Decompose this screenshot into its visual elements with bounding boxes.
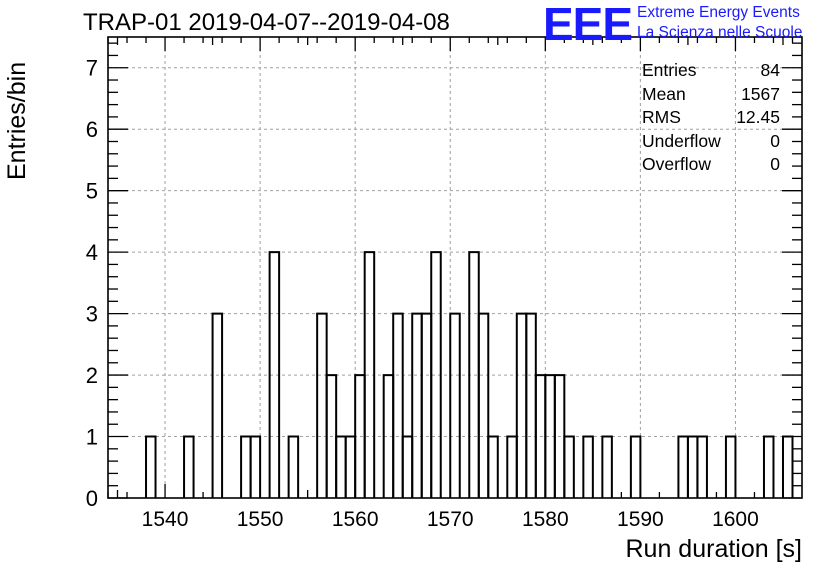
stats-label: RMS <box>642 107 681 127</box>
y-tick-label: 3 <box>86 302 98 327</box>
histogram-bin <box>335 435 347 498</box>
histogram-bin <box>392 312 404 498</box>
x-tick-label: 1580 <box>522 508 569 531</box>
histogram-bin <box>316 312 328 498</box>
y-tick-label: 4 <box>86 240 98 265</box>
histogram-bin <box>563 435 575 498</box>
y-tick-label: 5 <box>86 179 98 204</box>
histogram-bin <box>515 312 528 498</box>
stats-value: 0 <box>770 130 780 151</box>
y-tick-label: 1 <box>86 425 98 450</box>
stats-label: Overflow <box>642 154 712 174</box>
stats-row-entries: Entries 84 <box>642 59 780 83</box>
stats-value: 1567 <box>741 83 780 104</box>
x-tick-label: 1560 <box>332 508 379 531</box>
histogram-bin <box>183 435 195 498</box>
stats-row-rms: RMS 12.45 <box>642 106 780 130</box>
histogram-bin <box>287 435 300 498</box>
x-tick-label: 1550 <box>237 508 284 531</box>
histogram-bin <box>677 435 689 498</box>
y-tick-label: 6 <box>86 117 98 142</box>
plot-frame <box>107 36 803 499</box>
histogram-bin <box>430 251 442 498</box>
histogram-bin <box>420 312 433 498</box>
x-tick-label: 1600 <box>712 508 759 531</box>
stats-label: Underflow <box>642 130 721 151</box>
logo-caption-line2: La Scienza nelle Scuole <box>637 24 803 41</box>
stats-value: 0 <box>770 154 780 174</box>
histogram-bin <box>211 312 224 498</box>
stats-row-mean: Mean 1567 <box>642 83 780 107</box>
histogram-bin <box>525 312 537 498</box>
x-axis-label: Run duration [s] <box>625 535 803 563</box>
histogram-bin <box>401 435 414 498</box>
x-tick-label: 1570 <box>427 508 474 531</box>
histogram-bin <box>781 435 794 498</box>
axis-ticks: 1540 1550 1560 1570 1580 1590 1600 0 1 2 3 4 5 6 7 <box>86 37 802 531</box>
histogram-bin <box>506 435 518 498</box>
y-tick-label: 7 <box>86 56 98 81</box>
histogram-bin <box>686 435 699 498</box>
histogram-bin <box>240 435 252 498</box>
stats-value: 12.45 <box>736 107 780 127</box>
y-tick-label: 0 <box>86 486 98 511</box>
histogram-bin <box>601 435 613 498</box>
stats-row-underflow: Underflow 0 <box>642 130 780 154</box>
histogram-bars <box>145 251 794 498</box>
logo-caption: Extreme Energy Events La Scienza nelle S… <box>637 3 802 43</box>
histogram-bin <box>344 435 357 498</box>
histogram-bin <box>762 435 775 498</box>
x-tick-label: 1540 <box>142 508 189 531</box>
histogram-bin <box>449 312 461 498</box>
x-tick-label: 1590 <box>617 508 664 531</box>
histogram-bin <box>629 435 642 498</box>
logo-caption-line1: Extreme Energy Events <box>637 4 800 21</box>
y-axis-label: Entries/bin <box>3 61 31 180</box>
histogram-bin <box>696 435 708 498</box>
stats-label: Mean <box>642 83 686 104</box>
histogram-bin <box>487 435 499 498</box>
chart-title: TRAP-01 2019-04-07--2019-04-08 <box>83 9 450 36</box>
histogram-bin <box>268 251 281 498</box>
eee-logo: EEE <box>543 0 633 50</box>
histogram-bin <box>363 251 376 498</box>
histogram-bin <box>249 435 262 498</box>
stats-box: Entries 84 Mean 1567 RMS 12.45 Underflow 0 O… <box>642 59 780 177</box>
histogram-bin <box>582 435 594 498</box>
histogram-bin <box>411 312 423 498</box>
histogram-bin <box>724 435 737 498</box>
stats-row-overflow: Overflow 0 <box>642 153 780 177</box>
histogram-bin <box>145 435 157 498</box>
histogram-bin <box>477 312 490 498</box>
y-tick-label: 2 <box>86 363 98 388</box>
stats-value: 84 <box>760 60 780 80</box>
stats-label: Entries <box>642 60 697 80</box>
